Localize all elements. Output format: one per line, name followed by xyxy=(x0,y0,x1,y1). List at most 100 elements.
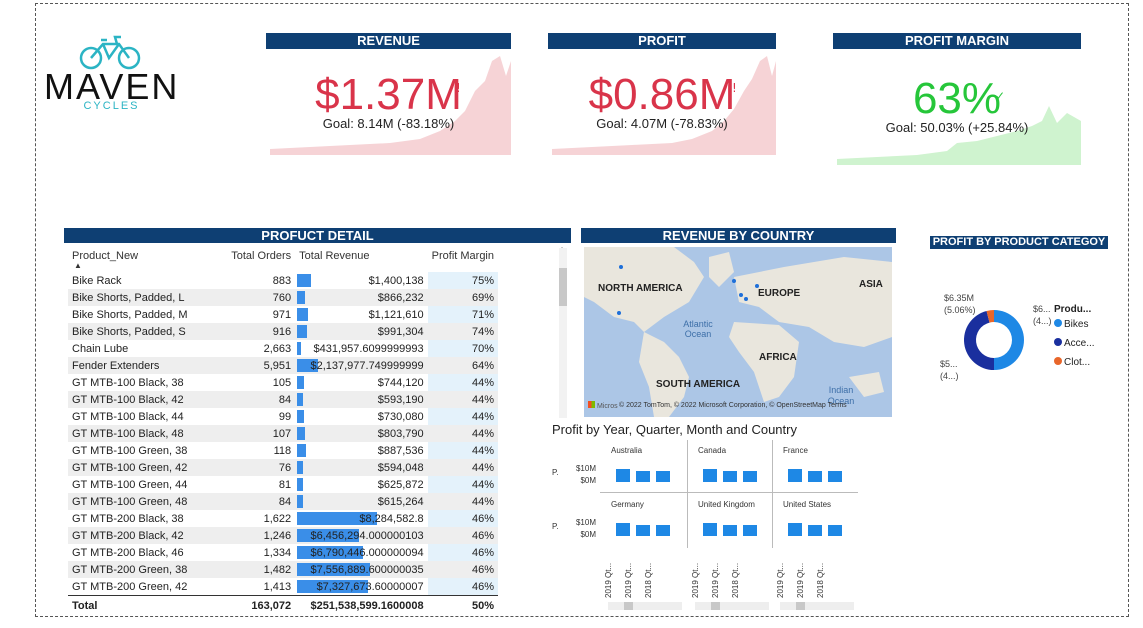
table-row[interactable]: GT MTB-100 Green, 44 81 $625,872 44% xyxy=(68,476,498,493)
cell-revenue: $1,400,138 xyxy=(295,272,427,289)
table-row[interactable]: GT MTB-100 Black, 48 107 $803,790 44% xyxy=(68,425,498,442)
panel-title: REVENUE BY COUNTRY xyxy=(581,228,896,243)
map-attribution[interactable]: © 2022 TomTom, © 2022 Microsoft Corporat… xyxy=(619,402,847,409)
profit-bar[interactable] xyxy=(808,471,822,482)
scrollbar-thumb[interactable] xyxy=(796,602,805,610)
cell-margin: 46% xyxy=(427,510,498,527)
cell-orders: 2,663 xyxy=(263,342,292,355)
cell-revenue-text: $803,790 xyxy=(377,427,424,440)
scrollbar-thumb[interactable] xyxy=(624,602,633,610)
kpi-profit[interactable]: PROFIT $0.86M ! Goal: 4.07M (-78.83%) xyxy=(548,33,776,155)
table-row[interactable]: GT MTB-200 Black, 42 1,246 $6,456,294.0000… xyxy=(68,527,498,544)
profit-bar[interactable] xyxy=(828,525,842,536)
table-row[interactable]: GT MTB-100 Black, 42 84 $593,190 44% xyxy=(68,391,498,408)
cell-orders: 760 xyxy=(221,289,296,306)
profit-bar[interactable] xyxy=(808,525,822,536)
table-row[interactable]: GT MTB-100 Green, 38 118 $887,536 44% xyxy=(68,442,498,459)
legend-item-clothing[interactable]: Clot... xyxy=(1054,357,1095,368)
revenue-data-bar xyxy=(297,359,319,372)
cell-margin: 44% xyxy=(427,408,498,425)
donut-slice-accessories[interactable] xyxy=(964,310,994,370)
profit-bar[interactable] xyxy=(656,471,670,482)
profit-bar[interactable] xyxy=(656,525,670,536)
horizontal-scrollbar[interactable] xyxy=(780,602,854,610)
y-axis-abbr: P. xyxy=(552,522,559,531)
cell-margin: 44% xyxy=(427,442,498,459)
cell-revenue: $991,304 xyxy=(295,323,428,340)
column-header-margin[interactable]: Profit Margin xyxy=(431,250,494,262)
country-label: Australia xyxy=(611,446,643,455)
legend-item-accessories[interactable]: Acce... xyxy=(1054,338,1095,349)
table-row[interactable]: GT MTB-100 Green, 48 84 $615,264 44% xyxy=(68,493,498,510)
donut-label-pct: (4...) xyxy=(1033,316,1052,326)
kpi-revenue[interactable]: REVENUE $1.37M ! Goal: 8.14M (-83.18%) xyxy=(266,33,511,155)
table-row[interactable]: GT MTB-200 Green, 38 1,482 $7,556,889.6000… xyxy=(68,561,498,578)
table-row[interactable]: Chain Lube 2,663 $431,957.6099999993 70% xyxy=(68,340,498,357)
table-row[interactable]: Bike Shorts, Padded, L 760 $866,232 69% xyxy=(68,289,498,306)
table-row[interactable]: GT MTB-100 Black, 44 99 $730,080 44% xyxy=(68,408,498,425)
column-header-orders[interactable]: Total Orders xyxy=(231,250,292,262)
profit-bar[interactable] xyxy=(723,525,737,536)
profit-bar[interactable] xyxy=(636,525,650,536)
table-row[interactable]: Fender Extenders 5,951 $2,137,977.74999999… xyxy=(68,357,498,374)
profit-bar[interactable] xyxy=(788,469,802,482)
profit-bar[interactable] xyxy=(743,471,757,482)
table-row[interactable]: GT MTB-200 Black, 46 1,334 $6,790,446.0000… xyxy=(68,544,498,561)
table-row[interactable]: GT MTB-100 Black, 38 105 $744,120 44% xyxy=(68,374,498,391)
kpi-title: PROFIT xyxy=(548,33,776,49)
table-row[interactable]: Bike Shorts, Padded, S 916 $991,304 74% xyxy=(68,323,498,340)
cell-orders: 1,482 xyxy=(221,561,296,578)
table-row[interactable]: Bike Rack 883 $1,400,138 75% xyxy=(68,272,498,289)
map-scrollbar[interactable] xyxy=(559,248,567,418)
profit-bar[interactable] xyxy=(743,525,757,536)
profit-bar[interactable] xyxy=(828,471,842,482)
profit-bar[interactable] xyxy=(616,469,630,482)
table-row[interactable]: GT MTB-100 Green, 42 76 $594,048 44% xyxy=(68,459,498,476)
legend-item-bikes[interactable]: Bikes xyxy=(1054,319,1095,330)
cell-product: Bike Shorts, Padded, S xyxy=(68,323,222,340)
horizontal-scrollbar[interactable] xyxy=(695,602,769,610)
scrollbar-thumb[interactable] xyxy=(711,602,720,610)
column-header-product[interactable]: Product_New ▲ xyxy=(68,247,222,272)
revenue-data-bar xyxy=(297,325,308,338)
cell-revenue: $615,264 xyxy=(295,493,428,510)
world-map[interactable] xyxy=(584,247,892,417)
donut-chart[interactable] xyxy=(958,304,1030,376)
cell-orders: 105 xyxy=(272,376,292,389)
column-header-revenue[interactable]: Total Revenue xyxy=(299,250,370,262)
cell-orders: 916 xyxy=(221,323,296,340)
column-header-label: Product_New xyxy=(72,250,139,262)
profit-bar[interactable] xyxy=(703,469,717,482)
map-scrollbar-thumb[interactable] xyxy=(559,268,567,306)
profit-bar[interactable] xyxy=(616,523,630,536)
cell-revenue-text: $594,048 xyxy=(377,461,424,474)
kpi-title: PROFIT MARGIN xyxy=(833,33,1081,49)
donut-slice-clothing[interactable] xyxy=(986,310,994,323)
horizontal-scrollbar[interactable] xyxy=(608,602,682,610)
kpi-profit-margin[interactable]: PROFIT MARGIN 63% ✓ Goal: 50.03% (+25.84… xyxy=(833,33,1081,165)
table-row[interactable]: Bike Shorts, Padded, M 971 $1,121,610 71% xyxy=(68,306,498,323)
legend-label: Clot... xyxy=(1064,357,1091,368)
cell-margin: 44% xyxy=(427,476,498,493)
profit-bar[interactable] xyxy=(703,523,717,536)
table-row[interactable]: GT MTB-200 Black, 38 1,622 $8,284,582.8 46% xyxy=(68,510,498,527)
revenue-data-bar xyxy=(297,529,360,542)
table-scroll-area[interactable]: Product_New ▲ Total Orders Total Revenue … xyxy=(68,247,498,612)
panel-title: PROFUCT DETAIL xyxy=(64,228,571,243)
legend-dot-icon xyxy=(1054,357,1062,365)
map-label-africa: AFRICA xyxy=(759,352,797,363)
revenue-data-bar xyxy=(297,563,371,576)
donut-slice-bikes[interactable] xyxy=(994,310,1024,370)
profit-bar[interactable] xyxy=(723,471,737,482)
kpi-trend-area xyxy=(552,56,776,155)
table-row[interactable]: GT MTB-200 Green, 42 1,413 $7,327,673.6000… xyxy=(68,578,498,596)
country-label: France xyxy=(783,446,808,455)
cell-orders: 971 xyxy=(272,308,292,321)
profit-bar[interactable] xyxy=(636,471,650,482)
cell-revenue-text: $730,080 xyxy=(377,410,424,423)
cell-product: GT MTB-100 Green, 44 xyxy=(72,478,188,491)
profit-bar[interactable] xyxy=(788,523,802,536)
x-tick-label: 2019 Qt... xyxy=(604,562,613,598)
cell-revenue: $744,120 xyxy=(295,374,427,391)
revenue-data-bar xyxy=(297,495,304,508)
